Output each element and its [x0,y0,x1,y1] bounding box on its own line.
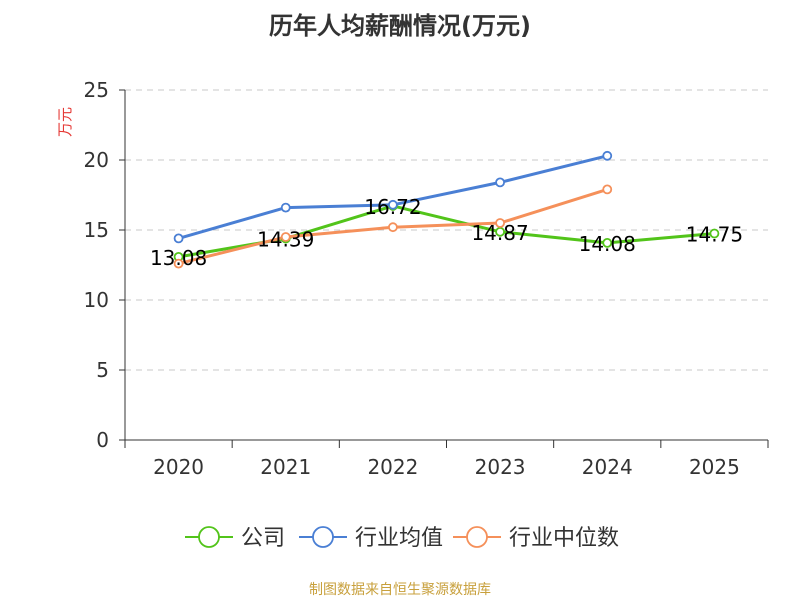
legend-swatch-marker [312,526,334,548]
data-point [388,199,398,210]
data-point [173,258,184,269]
data-point [602,150,613,161]
series-lines [173,150,720,269]
data-point [602,237,613,248]
data-labels: 13.08 14.39 16.72 14.87 14.08 14.75 [150,195,743,270]
legend-item: 公司 [185,526,285,551]
source-note: 制图数据来自恒生聚源数据库 [309,582,491,598]
y-tick-label: 5 [96,358,109,382]
data-point [602,184,613,195]
data-point [495,218,505,228]
x-tick-label: 2021 [260,455,311,479]
legend: 公司 行业均值 行业中位数 [185,526,619,551]
x-tick-label: 2022 [367,455,418,479]
legend-swatch-marker [198,526,220,548]
data-label: 14.08 [579,232,636,256]
y-tick-label: 25 [84,78,109,102]
legend-label: 公司 [241,526,285,551]
data-point [173,233,184,244]
x-tick-label: 2025 [689,455,740,479]
data-point [280,202,291,213]
x-tick-label: 2024 [582,455,633,479]
legend-item: 行业均值 [299,526,443,551]
legend-label: 行业中位数 [509,526,619,551]
data-point [280,232,291,242]
y-tick-label: 15 [84,218,109,242]
data-label: 14.87 [471,221,528,245]
x-tick-label: 2020 [153,455,204,479]
y-tick-label: 20 [84,148,109,172]
data-point [388,222,398,233]
data-label: 14.75 [686,223,743,247]
y-tick-label: 0 [96,428,109,452]
chart-title: 历年人均薪酬情况(万元) [269,12,531,40]
data-label: 14.39 [257,228,314,252]
data-point [495,177,505,188]
legend-label: 行业均值 [355,526,443,551]
data-label: 16.72 [364,195,421,219]
gridlines [125,89,768,371]
data-label: 13.08 [150,246,207,270]
y-tick-label: 10 [84,288,109,312]
y-axis-title: 万元 [56,107,74,137]
x-tick-label: 2023 [475,455,526,479]
legend-swatch-marker [466,526,488,548]
legend-item: 行业中位数 [453,526,619,551]
data-point [709,228,720,239]
